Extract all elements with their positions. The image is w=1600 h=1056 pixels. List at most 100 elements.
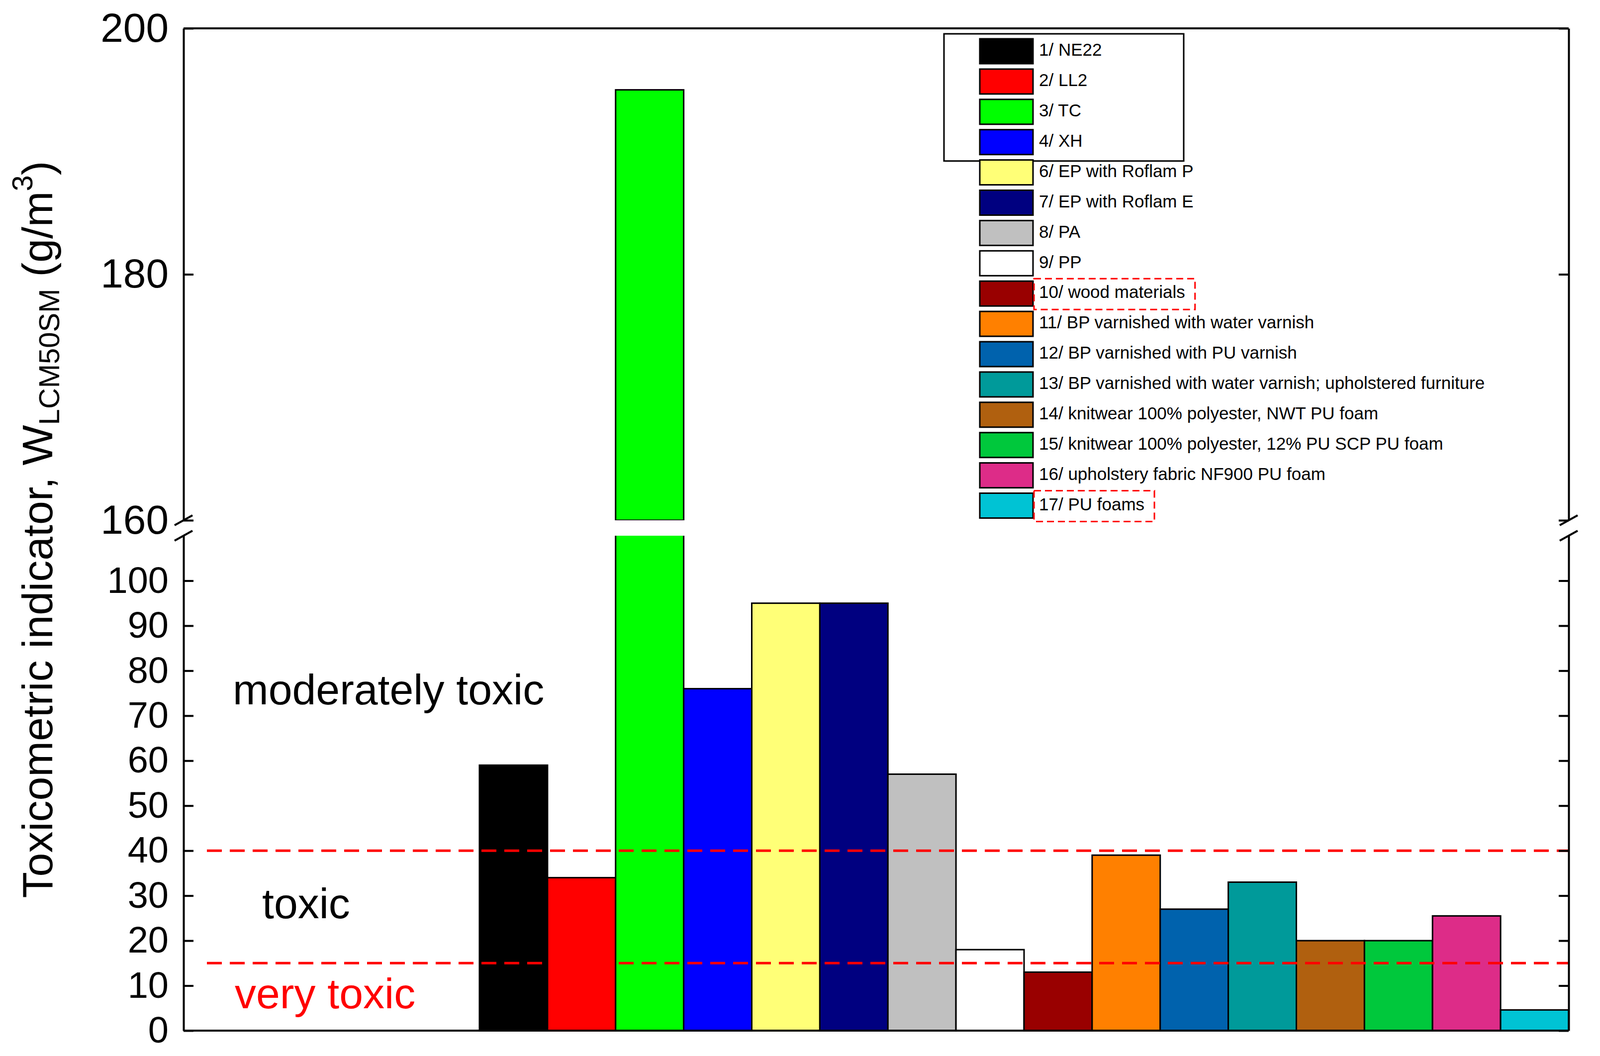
break-mark xyxy=(1559,530,1578,541)
tick: 40 xyxy=(127,829,194,871)
bar xyxy=(955,949,1025,1031)
tick-mark xyxy=(1558,714,1569,717)
tick-mark xyxy=(1558,940,1569,942)
annotation: toxic xyxy=(262,879,351,928)
tick-mark xyxy=(183,273,194,276)
tick xyxy=(1558,895,1569,897)
tick: 180 xyxy=(100,250,194,296)
tick: 20 xyxy=(127,919,194,961)
tick xyxy=(1558,760,1569,761)
y-axis-upper: 160 180 200 xyxy=(100,4,194,543)
tick-mark xyxy=(1558,984,1569,987)
legend-label: 4/ XH xyxy=(1038,130,1083,151)
frame-top xyxy=(183,27,1569,30)
tick xyxy=(1558,580,1569,581)
y-axis-title-part: (g/m xyxy=(13,190,62,289)
tick-label: 10 xyxy=(127,964,169,1006)
tick-label: 0 xyxy=(148,1009,169,1051)
tick-mark xyxy=(183,804,194,807)
legend-swatch xyxy=(979,281,1034,306)
legend-label: 1/ NE22 xyxy=(1038,39,1102,60)
y-axis-right-upper xyxy=(1558,28,1570,521)
tick-label: 80 xyxy=(127,649,169,691)
bar xyxy=(1024,971,1093,1031)
tick-label: 60 xyxy=(127,739,169,781)
legend-label: 11/ BP varnished with water varnish xyxy=(1038,312,1315,332)
legend-swatch xyxy=(979,372,1034,397)
legend-label: 16/ upholstery fabric NF900 PU foam xyxy=(1038,464,1326,484)
tick: 10 xyxy=(127,964,194,1006)
legend-swatch xyxy=(979,129,1034,155)
tick: 90 xyxy=(127,604,194,646)
y-axis-title-part: LCM50SM xyxy=(32,288,66,425)
tick xyxy=(1558,940,1569,942)
bar xyxy=(1500,1009,1569,1031)
legend-swatch xyxy=(979,160,1034,186)
bar xyxy=(1296,940,1365,1031)
tick-mark xyxy=(183,579,194,582)
tick: 70 xyxy=(127,694,194,736)
legend-label: 14/ knitwear 100% polyester, NWT PU foam xyxy=(1038,403,1379,423)
bar xyxy=(547,877,616,1031)
legend-label: 12/ BP varnished with PU varnish xyxy=(1038,342,1298,363)
bar xyxy=(1160,909,1229,1031)
tick-label: 100 xyxy=(107,559,169,601)
tick-mark xyxy=(183,984,194,987)
legend-swatch xyxy=(979,220,1034,246)
tick: 200 xyxy=(100,4,194,51)
legend-highlight xyxy=(1034,278,1196,310)
legend-swatch xyxy=(979,69,1034,95)
legend-label: 15/ knitwear 100% polyester, 12% PU SCP … xyxy=(1038,433,1444,454)
tick-label: 40 xyxy=(127,829,169,871)
legend-swatch xyxy=(979,341,1034,367)
tick-label: 70 xyxy=(127,694,169,736)
tick-mark xyxy=(183,714,194,717)
bars-upper xyxy=(615,90,684,521)
legend-swatch xyxy=(979,250,1034,276)
legend-swatch xyxy=(979,311,1034,337)
x-axis-line xyxy=(183,1029,1569,1032)
chart: moderately toxictoxicvery toxic010203040… xyxy=(0,0,1600,1056)
legend-label: 2/ LL2 xyxy=(1038,70,1088,90)
y-axis-title-part: 3 xyxy=(5,175,39,191)
tick-mark xyxy=(1558,669,1569,672)
legend-frame xyxy=(943,33,1184,162)
tick xyxy=(1558,850,1569,851)
bar xyxy=(819,603,888,1031)
tick-mark xyxy=(183,894,194,897)
bar xyxy=(1364,940,1433,1031)
y-axis-title: Toxicometric indicator, WLCM50SM (g/m3) xyxy=(5,161,66,899)
reference-line xyxy=(206,961,1569,965)
tick xyxy=(1558,274,1569,276)
y-axis-right-lower xyxy=(1558,536,1570,1032)
y-axis-title-part: Toxicometric indicator, W xyxy=(13,424,62,898)
legend-swatch xyxy=(979,190,1034,216)
bar xyxy=(479,764,548,1031)
annotation: very toxic xyxy=(234,969,416,1018)
y-axis-line xyxy=(1568,536,1571,1032)
tick: 100 xyxy=(107,559,194,601)
tick-mark xyxy=(183,759,194,762)
legend-swatch xyxy=(979,463,1034,488)
break-mark xyxy=(174,530,193,541)
y-axis-lower: 0102030405060708090100 xyxy=(107,536,194,1051)
legend-label: 6/ EP with Roflam P xyxy=(1038,161,1194,181)
tick-label: 50 xyxy=(127,784,169,826)
tick: 160 xyxy=(100,496,194,543)
legend: 1/ NE222/ LL23/ TC4/ XH6/ EP with Roflam… xyxy=(943,33,1485,522)
y-axis-line xyxy=(183,536,186,1032)
tick-mark xyxy=(183,940,194,942)
tick-mark xyxy=(1558,273,1569,276)
tick-label: 20 xyxy=(127,919,169,961)
bars-lower xyxy=(479,535,1569,1031)
legend-highlight xyxy=(1034,490,1155,522)
tick-mark xyxy=(183,669,194,672)
tick xyxy=(1558,805,1569,807)
tick: 60 xyxy=(127,739,194,781)
legend-swatch xyxy=(979,402,1034,428)
tick-label: 200 xyxy=(100,4,169,51)
break-mark xyxy=(1559,515,1578,526)
bar xyxy=(683,688,753,1031)
axis-breaks xyxy=(174,515,1578,541)
tick-mark xyxy=(1558,804,1569,807)
